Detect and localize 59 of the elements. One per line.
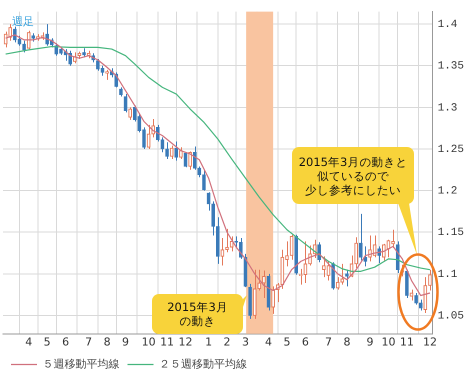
candlestick: [336, 276, 340, 290]
candlestick: [358, 213, 363, 262]
candlestick: [230, 236, 234, 252]
candlestick: [345, 269, 349, 287]
x-tick-label: 8: [104, 335, 111, 348]
x-tick-label: 10: [381, 335, 396, 348]
x-tick-label: 6: [62, 335, 70, 348]
candlestick: [428, 269, 432, 292]
annotation: 2015年3月の動き: [166, 300, 229, 328]
candlestick: [391, 229, 395, 249]
y-tick-label: 1.2: [438, 186, 458, 198]
x-tick-label: 10: [142, 335, 156, 348]
y-tick-label: 1.1: [438, 268, 458, 281]
candlestick: [184, 152, 188, 168]
annotation: 2015年3月の動きと似ているので少し参考にしたい: [298, 154, 408, 196]
legend-label: ５週移動平均線: [42, 357, 120, 370]
x-tick-label: 4: [25, 335, 32, 348]
x-tick-label: 1: [205, 335, 212, 348]
candlestick: [170, 145, 174, 160]
y-tick-label: 1.35: [438, 60, 464, 73]
y-tick-label: 1.3: [438, 102, 458, 114]
x-tick-label: 12: [178, 335, 193, 348]
chart-title: 週足: [12, 14, 34, 29]
candlestick: [202, 169, 206, 192]
x-tick-label: 5: [283, 335, 290, 348]
y-tick-label: 1.4: [438, 18, 458, 31]
y-tick-label: 1.25: [438, 144, 464, 156]
x-tick-label: 6: [302, 335, 309, 348]
x-tick-label: 12: [422, 335, 437, 348]
candlestick: [82, 48, 86, 58]
x-tick-label: 7: [85, 335, 92, 348]
legend-label: ２５週移動平均線: [159, 357, 247, 370]
candlestick: [165, 142, 169, 160]
candlestick: [96, 58, 100, 72]
x-tick-label: 2: [224, 335, 231, 348]
candlestick: [326, 260, 330, 282]
candlestick: [410, 289, 414, 301]
x-tick-label: 7: [324, 335, 332, 348]
x-tick-label: 11: [400, 335, 414, 348]
x-tick-label: 9: [122, 335, 130, 348]
candlestick: [386, 239, 390, 258]
y-tick-label: 1.15: [438, 227, 464, 240]
x-tick-label: 11: [160, 335, 174, 348]
y-tick-label: 1.05: [438, 310, 464, 322]
x-tick-label: 4: [265, 335, 272, 348]
x-tick-label: 9: [366, 335, 374, 348]
candlestick: [262, 270, 266, 298]
x-tick-label: 3: [242, 335, 249, 348]
candlestick: [322, 256, 326, 278]
candlestick: [418, 299, 423, 311]
candlestick: [128, 106, 132, 120]
candlestick: [290, 234, 294, 260]
x-tick-label: 5: [44, 335, 51, 348]
candlestick: [414, 292, 418, 306]
candlestick: [225, 228, 229, 253]
x-tick-label: 8: [343, 335, 350, 348]
candlestick: [124, 94, 128, 113]
candlestick: [22, 40, 26, 53]
candlestick: [119, 86, 123, 98]
